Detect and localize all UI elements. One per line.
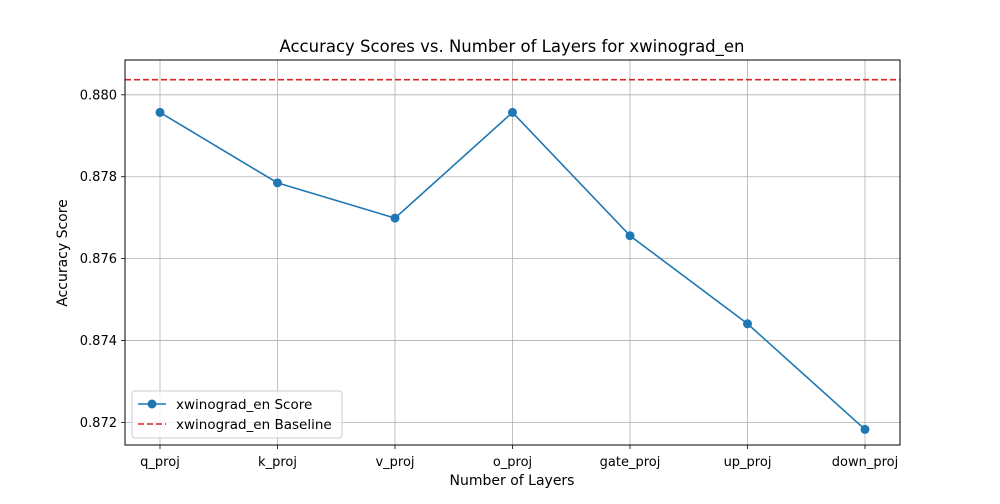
x-axis-label: Number of Layers: [450, 473, 575, 489]
x-tick-label: gate_proj: [600, 455, 661, 470]
legend: xwinograd_en Score xwinograd_en Baseline: [131, 390, 343, 439]
x-tick-label: o_proj: [493, 455, 532, 470]
y-tick-label: 0.872: [80, 416, 117, 431]
x-tick-label: k_proj: [258, 455, 297, 470]
y-tick-label: 0.874: [80, 334, 117, 349]
series-layer: [155, 107, 870, 434]
data-point: [625, 231, 635, 241]
legend-baseline-label: xwinograd_en Baseline: [176, 417, 332, 433]
y-tick-label: 0.876: [80, 252, 117, 267]
data-point: [390, 213, 400, 223]
legend-score-label: xwinograd_en Score: [176, 397, 312, 413]
data-point: [508, 107, 517, 117]
legend-score-marker: [147, 399, 157, 409]
x-tick-label: q_proj: [140, 455, 180, 470]
y-tick-label: 0.880: [80, 88, 117, 103]
y-tick-label: 0.878: [80, 170, 117, 185]
y-axis-ticks: 0.872 0.874 0.876 0.878 0.880: [80, 88, 125, 431]
x-tick-label: up_proj: [724, 455, 772, 470]
data-point: [860, 424, 870, 434]
x-tick-label: v_proj: [375, 455, 414, 470]
chart-title: Accuracy Scores vs. Number of Layers for…: [279, 37, 744, 57]
data-point: [743, 319, 752, 329]
legend-box: [131, 390, 343, 439]
x-tick-label: down_proj: [832, 455, 898, 470]
x-axis-ticks: q_proj k_proj v_proj o_proj gate_proj up_proj…: [140, 445, 898, 470]
data-point: [273, 178, 282, 188]
data-point: [155, 107, 165, 117]
y-axis-label: Accuracy Score: [55, 199, 71, 307]
